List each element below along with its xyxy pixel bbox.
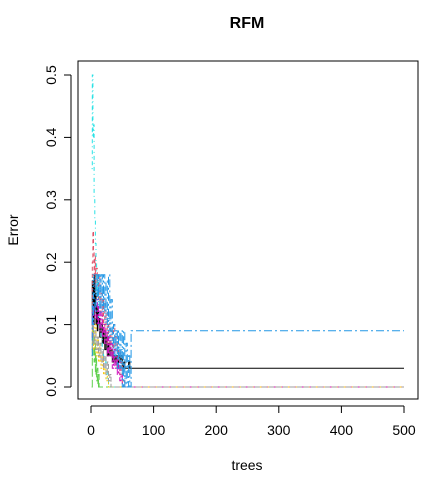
series-line-2: [91, 230, 404, 388]
x-tick-label: 200: [205, 422, 229, 438]
chart-title: RFM: [230, 15, 265, 32]
series-layer: [91, 74, 404, 388]
x-tick-label: 0: [87, 422, 95, 438]
y-tick-label: 0.0: [43, 377, 59, 397]
series-line-9: [91, 274, 404, 388]
x-tick-label: 300: [267, 422, 291, 438]
y-tick-label: 0.3: [43, 190, 59, 210]
x-tick-label: 500: [392, 422, 416, 438]
x-tick-label: 100: [142, 422, 166, 438]
x-tick-label: 400: [330, 422, 354, 438]
plot-frame: [77, 60, 419, 400]
y-axis-label: Error: [5, 214, 21, 245]
y-tick-label: 0.1: [43, 315, 59, 335]
y-tick-label: 0.5: [43, 65, 59, 85]
series-line-3: [91, 324, 404, 388]
series-line-8: [91, 324, 404, 388]
series-line-7: [91, 324, 404, 388]
y-tick-label: 0.2: [43, 252, 59, 272]
series-line-6: [91, 299, 404, 388]
y-axis: 0.0 0.1 0.2 0.3 0.4 0.5: [43, 65, 72, 397]
x-axis-label: trees: [231, 457, 262, 473]
x-axis: 0 100 200 300 400 500: [87, 405, 416, 438]
y-tick-label: 0.4: [43, 127, 59, 147]
series-line-5: [91, 74, 404, 388]
series-line-1: [91, 274, 404, 369]
